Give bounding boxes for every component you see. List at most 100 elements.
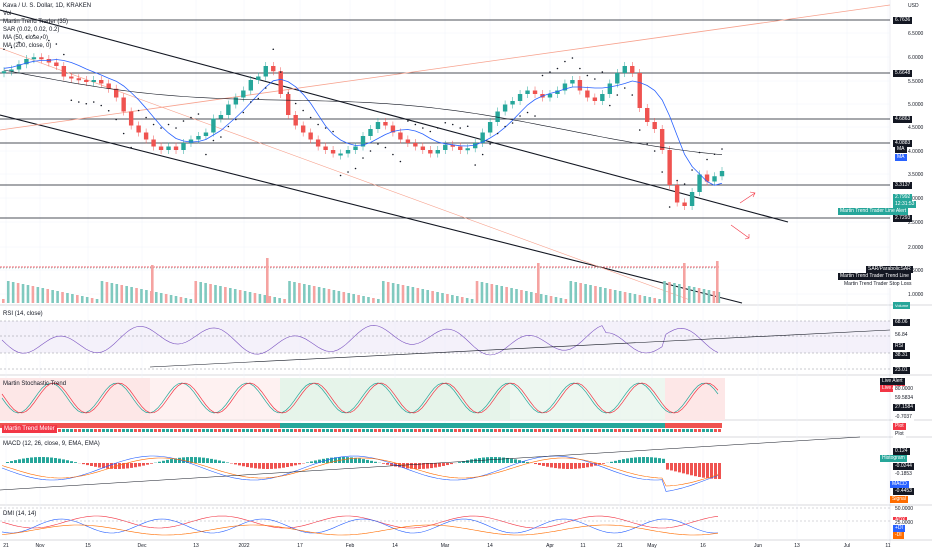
macd-histogram-bar — [438, 463, 441, 467]
macd-histogram-bar — [290, 463, 293, 467]
trend-meter-cell — [82, 429, 85, 432]
stochastic-legend: Martin Stochastic Trend — [3, 381, 67, 387]
sar-dot — [10, 46, 13, 49]
candle-body — [637, 73, 642, 108]
sar-dot — [122, 132, 125, 135]
sar-dot — [205, 153, 207, 156]
trend-meter-cell — [406, 429, 409, 432]
volume-bar — [204, 283, 207, 303]
macd-histogram-bar — [122, 463, 125, 469]
candle-body — [622, 66, 627, 73]
trend-meter-cell — [98, 429, 101, 432]
trend-meter-cell — [174, 429, 177, 432]
macd-histogram-bar — [442, 463, 445, 466]
volume-bar — [396, 284, 400, 303]
sar-dot — [85, 102, 88, 105]
sar-dot — [519, 115, 521, 117]
x-tick-label: 16 — [700, 543, 706, 549]
sar-dot — [541, 74, 544, 77]
x-tick-label: 17 — [297, 543, 303, 549]
macd-histogram-bar — [714, 463, 717, 479]
macd-histogram-bar — [198, 457, 201, 463]
ma-200-line — [3, 69, 723, 155]
trend-meter-cell — [258, 429, 261, 432]
stoch-level-2: 59.5834 — [893, 395, 916, 402]
candle-body — [99, 80, 104, 84]
volume-bar — [342, 292, 346, 303]
trend-meter-cell — [386, 429, 389, 432]
candle-body — [241, 90, 246, 98]
trend-meter-cell — [126, 429, 129, 432]
x-tick-label: 11 — [885, 543, 890, 549]
candle-body — [510, 101, 515, 105]
volume-bar — [485, 283, 489, 303]
macd-histogram-bar — [94, 463, 97, 467]
volume-bar — [115, 284, 119, 303]
volume-bar — [273, 297, 277, 303]
volume-bar — [332, 290, 336, 303]
trend-meter-cell — [422, 429, 425, 432]
macd-line — [1, 455, 719, 492]
macd-histogram-bar — [354, 457, 357, 463]
sar-dot — [526, 111, 529, 114]
trend-meter-cell — [642, 429, 645, 432]
volume-bar — [179, 297, 183, 303]
trend-meter-cell — [622, 429, 625, 432]
candle-body — [390, 125, 396, 133]
volume-bar — [589, 285, 592, 303]
candle-body — [360, 136, 366, 147]
candle-body — [480, 132, 485, 143]
adx-line — [1, 515, 719, 529]
trend-meter-cell — [358, 429, 361, 432]
macd-histogram-bar — [258, 463, 261, 469]
volume-bar — [288, 281, 291, 303]
macd-histogram-bar — [166, 459, 169, 463]
trend-meter-cell — [94, 429, 97, 432]
macd-histogram-bar — [418, 463, 421, 469]
trend-meter-cell — [574, 429, 577, 432]
volume-bar — [189, 299, 193, 303]
candle-body — [630, 66, 635, 73]
macd-histogram-bar — [146, 463, 149, 465]
sar-dot — [474, 164, 476, 166]
trend-meter-cell — [586, 429, 589, 432]
macd-histogram-bar — [310, 461, 313, 463]
candle-body — [203, 132, 209, 136]
trend-meter-cell — [470, 429, 473, 432]
trend-meter-cell — [162, 429, 165, 432]
volume-bar — [372, 298, 375, 303]
macd-histogram-bar — [178, 457, 181, 463]
trend-meter-cell — [534, 429, 537, 432]
macd-histogram-bar — [410, 463, 413, 469]
trend-meter-plot-2: Plot — [893, 431, 906, 438]
volume-bar — [233, 289, 237, 303]
sar-dot — [339, 174, 342, 177]
volume-bar — [697, 288, 701, 303]
macd-histogram-bar — [282, 463, 285, 468]
trend-meter-cell — [154, 429, 157, 432]
trend-meter-cell — [522, 429, 525, 432]
trend-meter-cell — [462, 429, 465, 432]
volume-bar — [135, 288, 138, 303]
trend-meter-cell — [370, 429, 373, 432]
macd-histogram-bar — [646, 457, 649, 463]
macd-histogram-bar — [694, 463, 697, 477]
trend-meter-cell — [606, 429, 609, 432]
trend-meter-cell — [702, 429, 705, 432]
plus-di-line — [1, 518, 719, 534]
candle-body — [413, 143, 418, 147]
trend-meter-cell — [418, 429, 421, 432]
sar-dot — [586, 74, 589, 77]
dmi-level-2: 25.0000 — [893, 520, 916, 527]
stoch-level-4: -0.7037 — [893, 414, 914, 421]
stoch-d-line — [1, 382, 719, 414]
trend-meter-cell — [158, 429, 161, 432]
volume-bar — [525, 291, 528, 303]
macd-histogram-bar — [574, 463, 577, 469]
arrow-up — [739, 191, 756, 204]
macd-histogram-bar — [546, 463, 549, 467]
trend-meter-cell — [610, 429, 613, 432]
volume-bar — [391, 283, 395, 303]
x-tick-label: Dec — [138, 543, 147, 549]
